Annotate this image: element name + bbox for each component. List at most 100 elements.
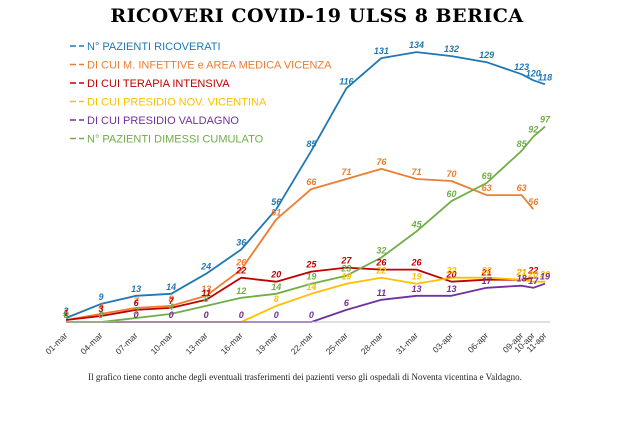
data-label-n-pazienti-dimessi-cumulato-6: 14	[271, 282, 281, 292]
legend-entry-di-cui-terapia-intensiva: DI CUI TERAPIA INTENSIVA	[87, 78, 230, 90]
legend-entry-di-cui-presidio-valdagno: DI CUI PRESIDIO VALDAGNO	[87, 115, 239, 127]
data-label-di-cui-terapia-intensiva-7: 25	[305, 260, 317, 270]
x-tick-label-04-mar: 04-mar	[78, 330, 104, 356]
data-label-di-cui-terapia-intensiva-11: 20	[446, 270, 457, 280]
data-label-di-cui-presidio-valdagno-0: 0	[63, 310, 68, 320]
x-tick-label-25-mar: 25-mar	[324, 330, 350, 356]
data-label-n-pazienti-dimessi-cumulato-9: 32	[376, 246, 386, 256]
data-label-di-cui-m-infettive-e-area-medica-vicenza-10: 71	[411, 167, 421, 177]
data-label-n-pazienti-ricoverati-2: 13	[131, 284, 141, 294]
data-label-di-cui-presidio-nov-vicentina-5: 0	[239, 310, 244, 320]
data-label-di-cui-m-infettive-e-area-medica-vicenza-13: 63	[517, 183, 527, 193]
data-label-di-cui-presidio-nov-vicentina-1: 0	[99, 310, 104, 320]
data-label-di-cui-m-infettive-e-area-medica-vicenza-7: 66	[306, 177, 317, 187]
data-label-di-cui-m-infettive-e-area-medica-vicenza-3: 8	[169, 294, 174, 304]
x-tick-label-01-mar: 01-mar	[43, 330, 69, 356]
data-label-di-cui-presidio-valdagno-3: 0	[169, 310, 174, 320]
data-label-di-cui-presidio-valdagno-5: 0	[239, 310, 244, 320]
data-label-n-pazienti-ricoverati-5: 36	[236, 237, 247, 247]
data-label-di-cui-presidio-valdagno-6: 0	[274, 310, 279, 320]
data-label-di-cui-presidio-nov-vicentina-2: 0	[134, 310, 139, 320]
data-label-n-pazienti-ricoverati-9: 131	[374, 46, 389, 56]
data-label-di-cui-m-infettive-e-area-medica-vicenza-12: 63	[482, 183, 492, 193]
data-label-di-cui-presidio-nov-vicentina-11: 22	[446, 266, 457, 276]
data-label-di-cui-m-infettive-e-area-medica-vicenza-9: 76	[376, 157, 387, 167]
data-label-di-cui-m-infettive-e-area-medica-vicenza-5: 26	[235, 258, 247, 268]
data-label-di-cui-presidio-nov-vicentina-7: 14	[306, 282, 316, 292]
data-label-n-pazienti-ricoverati-12: 129	[479, 50, 494, 60]
x-axis: 01-mar 04-mar 07-mar 10-mar 13-mar 16-mar 19-m…	[43, 321, 550, 356]
data-label-n-pazienti-ricoverati-11: 132	[444, 44, 459, 54]
data-label-di-cui-presidio-nov-vicentina-14: 20	[527, 270, 538, 280]
data-label-di-cui-m-infettive-e-area-medica-vicenza-6: 51	[271, 207, 281, 217]
data-label-di-cui-terapia-intensiva-10: 26	[410, 258, 422, 268]
data-label-di-cui-presidio-valdagno-7: 0	[309, 310, 314, 320]
x-tick-label-13-mar: 13-mar	[183, 330, 209, 356]
x-tick-label-19-mar: 19-mar	[254, 330, 280, 356]
data-label-di-cui-presidio-valdagno-14: 17	[528, 276, 539, 286]
data-label-n-pazienti-ricoverati-6: 56	[271, 197, 282, 207]
data-label-di-cui-m-infettive-e-area-medica-vicenza-4: 13	[201, 284, 211, 294]
data-label-n-pazienti-ricoverati-0: 2	[62, 306, 68, 316]
x-tick-label-06-apr: 06-apr	[466, 330, 491, 355]
data-label-di-cui-presidio-nov-vicentina-9: 22	[375, 266, 386, 276]
data-label-di-cui-terapia-intensiva-6: 20	[270, 270, 281, 280]
legend-entry-n-pazienti-ricoverati: N° PAZIENTI RICOVERATI	[87, 41, 221, 53]
data-label-di-cui-m-infettive-e-area-medica-vicenza-2: 7	[134, 296, 140, 306]
data-label-di-cui-terapia-intensiva-14: 22	[527, 266, 538, 276]
data-label-di-cui-presidio-valdagno-12: 17	[482, 276, 493, 286]
x-tick-label-07-mar: 07-mar	[113, 330, 139, 356]
data-label-n-pazienti-dimessi-cumulato-3: 4	[168, 302, 174, 312]
data-label-di-cui-presidio-nov-vicentina-3: 0	[169, 310, 174, 320]
data-label-n-pazienti-dimessi-cumulato-15: 97	[540, 115, 551, 125]
legend-entry-di-cui-presidio-nov-vicentina: DI CUI PRESIDIO NOV. VICENTINA	[87, 97, 267, 109]
data-label-di-cui-terapia-intensiva-1: 3	[99, 304, 104, 314]
data-label-di-cui-presidio-valdagno-4: 0	[204, 310, 209, 320]
data-label-di-cui-m-infettive-e-area-medica-vicenza-8: 71	[341, 167, 351, 177]
data-label-n-pazienti-dimessi-cumulato-11: 60	[447, 189, 457, 199]
data-label-n-pazienti-dimessi-cumulato-1: 0	[99, 310, 104, 320]
data-label-n-pazienti-dimessi-cumulato-13: 85	[517, 139, 528, 149]
data-label-di-cui-presidio-valdagno-8: 6	[344, 298, 350, 308]
data-label-n-pazienti-dimessi-cumulato-8: 23	[340, 264, 351, 274]
data-label-n-pazienti-ricoverati-14: 120	[526, 68, 541, 78]
series-line-n-pazienti-ricoverati	[65, 51, 546, 319]
data-label-di-cui-presidio-nov-vicentina-8: 19	[341, 272, 351, 282]
data-label-di-cui-presidio-valdagno-11: 13	[447, 284, 457, 294]
data-label-di-cui-m-infettive-e-area-medica-vicenza-11: 70	[447, 169, 457, 179]
x-tick-label-28-mar: 28-mar	[359, 330, 385, 356]
data-label-n-pazienti-dimessi-cumulato-10: 45	[410, 219, 422, 229]
data-label-di-cui-terapia-intensiva-9: 26	[375, 258, 387, 268]
x-tick-label-03-apr: 03-apr	[431, 330, 456, 355]
data-label-n-pazienti-dimessi-cumulato-5: 12	[236, 286, 246, 296]
data-label-n-pazienti-ricoverati-10: 134	[409, 40, 424, 50]
data-label-di-cui-presidio-valdagno-2: 0	[134, 310, 139, 320]
data-label-di-cui-terapia-intensiva-8: 27	[340, 256, 352, 266]
data-label-di-cui-terapia-intensiva-4: 11	[202, 288, 211, 298]
data-label-di-cui-presidio-valdagno-1: 0	[99, 310, 104, 320]
data-label-n-pazienti-ricoverati-15: 118	[538, 72, 552, 82]
data-label-n-pazienti-ricoverati-1: 9	[99, 292, 104, 302]
data-label-n-pazienti-dimessi-cumulato-12: 69	[482, 171, 492, 181]
data-label-di-cui-presidio-nov-vicentina-6: 8	[274, 294, 279, 304]
data-label-n-pazienti-dimessi-cumulato-4: 8	[204, 294, 209, 304]
data-label-di-cui-terapia-intensiva-5: 22	[235, 266, 246, 276]
data-label-di-cui-presidio-nov-vicentina-10: 19	[411, 272, 421, 282]
data-label-n-pazienti-ricoverati-4: 24	[200, 262, 211, 272]
data-label-n-pazienti-ricoverati-3: 14	[166, 282, 176, 292]
data-label-di-cui-presidio-valdagno-15: 19	[540, 272, 550, 282]
data-label-di-cui-presidio-nov-vicentina-0: 0	[63, 310, 68, 320]
series-line-di-cui-m-infettive-e-area-medica-vicenza	[65, 168, 534, 321]
data-label-di-cui-terapia-intensiva-2: 6	[134, 298, 140, 308]
data-label-di-cui-presidio-valdagno-13: 18	[517, 274, 527, 284]
data-label-di-cui-terapia-intensiva-0: 1	[63, 308, 68, 318]
data-label-di-cui-m-infettive-e-area-medica-vicenza-1: 4	[98, 302, 104, 312]
data-label-di-cui-presidio-valdagno-10: 13	[411, 284, 421, 294]
data-label-di-cui-terapia-intensiva-12: 21	[481, 268, 492, 278]
data-label-n-pazienti-dimessi-cumulato-14: 92	[528, 125, 538, 135]
data-label-di-cui-terapia-intensiva-13: 21	[516, 268, 527, 278]
legend-entry-di-cui-m-infettive-e-area-medica-vicenza: DI CUI M. INFETTIVE e AREA MEDICA VICENZ…	[87, 60, 332, 72]
